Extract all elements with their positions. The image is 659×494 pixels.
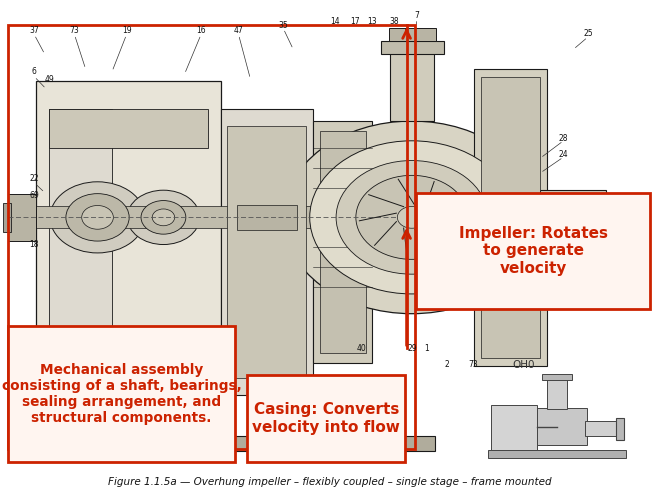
Bar: [221, 109, 313, 395]
Bar: [474, 69, 547, 366]
Circle shape: [310, 141, 514, 294]
Circle shape: [127, 190, 200, 245]
Text: 6: 6: [32, 67, 37, 76]
Bar: [36, 81, 221, 436]
Bar: [616, 418, 624, 440]
Bar: [3, 203, 11, 232]
Text: 1: 1: [424, 344, 430, 353]
Text: 28: 28: [559, 134, 568, 143]
Bar: [8, 194, 36, 241]
Circle shape: [356, 175, 468, 259]
Circle shape: [66, 194, 129, 241]
Text: 13: 13: [368, 17, 377, 26]
Text: 24: 24: [559, 150, 568, 159]
Text: 22: 22: [30, 174, 39, 183]
Text: OH0: OH0: [513, 360, 535, 370]
Text: 37: 37: [30, 26, 39, 35]
Text: 18: 18: [30, 240, 39, 249]
Bar: [320, 131, 366, 353]
Text: 29: 29: [407, 344, 416, 353]
Text: 49: 49: [45, 75, 54, 83]
Circle shape: [82, 206, 113, 229]
Bar: [49, 375, 208, 415]
Bar: [381, 41, 444, 54]
Bar: [313, 121, 372, 363]
Circle shape: [152, 209, 175, 226]
Bar: [540, 190, 606, 245]
Text: 40: 40: [357, 344, 366, 353]
Text: Casing: Converts
velocity into flow: Casing: Converts velocity into flow: [252, 403, 400, 435]
Bar: [488, 450, 626, 458]
Bar: [8, 25, 415, 449]
Text: 73: 73: [469, 360, 478, 369]
Text: Mechanical assembly
consisting of a shaft, bearings,
sealing arrangement, and
st: Mechanical assembly consisting of a shaf…: [2, 363, 241, 425]
Bar: [247, 375, 405, 462]
Text: 35: 35: [279, 21, 288, 30]
Bar: [49, 109, 208, 148]
Bar: [537, 408, 587, 445]
Text: 2: 2: [444, 360, 449, 369]
Text: 69: 69: [30, 191, 39, 200]
Bar: [8, 206, 449, 228]
Bar: [491, 405, 537, 450]
Text: 17: 17: [350, 17, 359, 26]
Bar: [36, 436, 435, 451]
Circle shape: [336, 161, 488, 274]
Text: 73: 73: [70, 26, 79, 35]
Bar: [542, 374, 572, 380]
Text: 25: 25: [583, 29, 592, 38]
Circle shape: [456, 204, 493, 231]
Bar: [389, 28, 436, 41]
Circle shape: [445, 195, 504, 240]
Text: 47: 47: [234, 26, 243, 35]
Text: Impeller: Rotates
to generate
velocity: Impeller: Rotates to generate velocity: [459, 226, 608, 276]
Bar: [49, 109, 112, 415]
Bar: [416, 193, 650, 309]
Bar: [605, 195, 621, 240]
Bar: [390, 49, 434, 121]
Circle shape: [50, 182, 145, 253]
Bar: [8, 326, 235, 462]
Circle shape: [397, 206, 426, 228]
Bar: [547, 377, 567, 409]
Text: 38: 38: [389, 17, 399, 26]
Text: 7: 7: [414, 11, 419, 20]
Text: 14: 14: [330, 17, 339, 26]
Text: 19: 19: [122, 26, 131, 35]
Circle shape: [283, 121, 540, 314]
Circle shape: [141, 201, 186, 234]
Text: Figure 1.1.5a — Overhung impeller – flexibly coupled – single stage – frame moun: Figure 1.1.5a — Overhung impeller – flex…: [107, 477, 552, 487]
Bar: [481, 77, 540, 358]
Bar: [585, 421, 621, 436]
Bar: [237, 205, 297, 230]
Bar: [227, 126, 306, 378]
Text: 16: 16: [196, 26, 206, 35]
